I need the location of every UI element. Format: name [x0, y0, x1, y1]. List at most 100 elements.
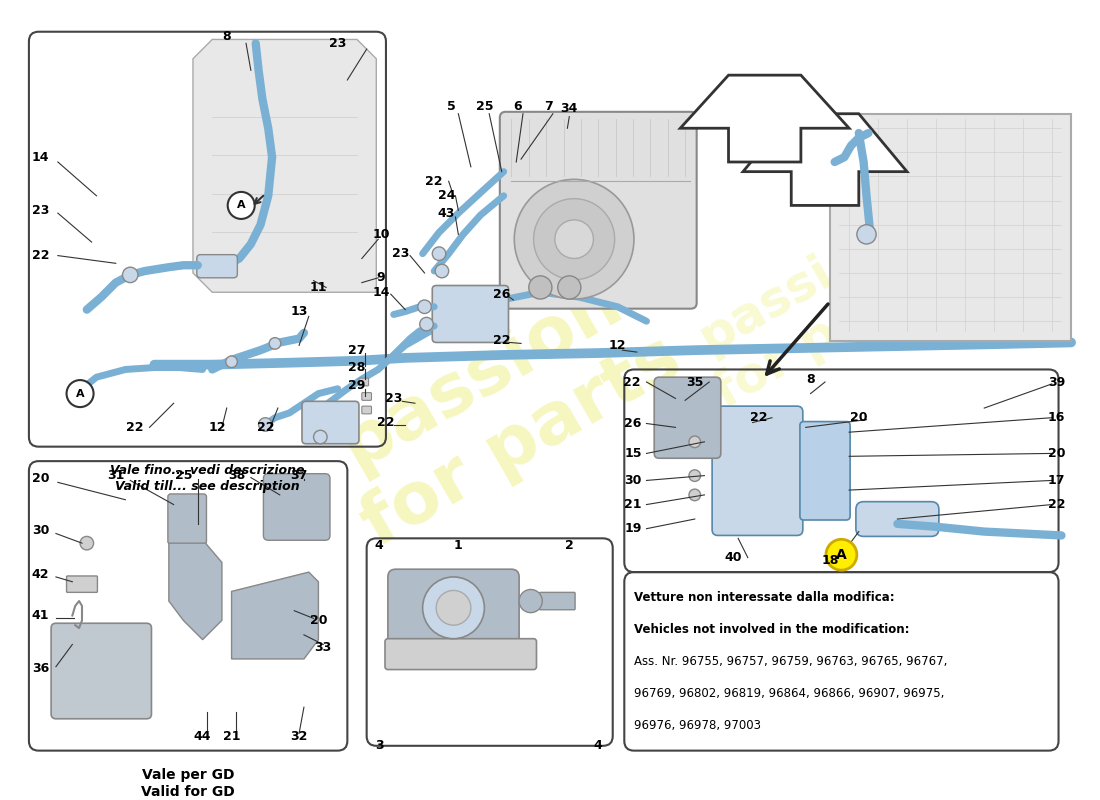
Circle shape [558, 276, 581, 299]
FancyBboxPatch shape [197, 254, 238, 278]
Text: 27: 27 [349, 344, 366, 357]
Polygon shape [829, 114, 1071, 341]
Text: 22: 22 [377, 416, 395, 429]
Text: 20: 20 [850, 411, 868, 424]
Text: 36: 36 [32, 662, 50, 675]
Text: 11: 11 [310, 281, 327, 294]
Text: 22: 22 [624, 375, 641, 389]
Polygon shape [168, 543, 222, 640]
FancyBboxPatch shape [302, 402, 359, 444]
Text: Vale per GD: Vale per GD [142, 768, 234, 782]
FancyBboxPatch shape [362, 406, 372, 414]
Text: 40: 40 [725, 551, 742, 564]
Text: 38: 38 [228, 469, 245, 482]
Text: 34: 34 [561, 102, 578, 115]
Text: 23: 23 [385, 392, 403, 405]
Circle shape [689, 489, 701, 501]
Text: 14: 14 [32, 150, 50, 164]
Text: A: A [836, 548, 847, 562]
Text: 30: 30 [625, 474, 641, 487]
Text: 37: 37 [290, 469, 308, 482]
Circle shape [857, 225, 877, 244]
FancyBboxPatch shape [800, 422, 850, 520]
Text: 44: 44 [194, 730, 211, 742]
Circle shape [432, 247, 446, 261]
Text: Vale fino... vedi descrizione: Vale fino... vedi descrizione [110, 464, 305, 477]
Text: 8: 8 [222, 30, 231, 43]
Polygon shape [232, 572, 318, 659]
Circle shape [418, 300, 431, 314]
Text: 6: 6 [513, 101, 521, 114]
Text: 35: 35 [686, 375, 703, 389]
Text: 25: 25 [175, 469, 192, 482]
FancyBboxPatch shape [67, 576, 98, 592]
Text: 22: 22 [1048, 498, 1066, 511]
FancyBboxPatch shape [359, 378, 369, 386]
Text: Valid till... see description: Valid till... see description [116, 481, 299, 494]
Text: 1: 1 [454, 538, 463, 551]
Circle shape [78, 382, 91, 395]
FancyBboxPatch shape [432, 286, 508, 342]
Circle shape [422, 577, 484, 638]
Text: 22: 22 [256, 421, 274, 434]
Text: 20: 20 [32, 472, 50, 485]
Text: 5: 5 [448, 101, 455, 114]
Circle shape [228, 192, 255, 219]
Circle shape [529, 276, 552, 299]
Circle shape [420, 318, 433, 331]
FancyBboxPatch shape [654, 377, 720, 458]
Text: 12: 12 [608, 339, 626, 352]
Text: 23: 23 [32, 204, 50, 217]
Circle shape [519, 590, 542, 613]
Text: 20: 20 [1048, 447, 1066, 460]
FancyBboxPatch shape [856, 502, 939, 537]
Text: 22: 22 [426, 174, 443, 188]
Text: 23: 23 [329, 37, 346, 50]
Text: 24: 24 [438, 190, 455, 202]
Circle shape [314, 430, 327, 444]
Text: passion
for parts: passion for parts [310, 254, 693, 562]
Circle shape [226, 356, 238, 367]
Text: 15: 15 [624, 447, 641, 460]
Text: 22: 22 [493, 334, 510, 347]
Text: 21: 21 [223, 730, 240, 742]
Text: Vehicles not involved in the modification:: Vehicles not involved in the modificatio… [634, 623, 910, 636]
FancyBboxPatch shape [499, 112, 696, 309]
Circle shape [554, 220, 593, 258]
Polygon shape [192, 39, 376, 292]
Circle shape [689, 470, 701, 482]
Text: 2: 2 [565, 538, 574, 551]
FancyBboxPatch shape [51, 623, 152, 718]
Text: 12: 12 [208, 421, 226, 434]
Circle shape [67, 380, 94, 407]
FancyBboxPatch shape [385, 638, 537, 670]
FancyBboxPatch shape [388, 570, 519, 647]
Text: Valid for GD: Valid for GD [141, 786, 235, 799]
Text: 8: 8 [806, 373, 815, 386]
Text: 31: 31 [107, 469, 124, 482]
Polygon shape [742, 114, 907, 206]
Text: 22: 22 [126, 421, 144, 434]
Text: 33: 33 [315, 641, 332, 654]
Text: 32: 32 [290, 730, 308, 742]
Text: 10: 10 [373, 228, 389, 241]
Text: 39: 39 [1048, 375, 1065, 389]
Text: 17: 17 [1048, 474, 1066, 487]
Text: 4: 4 [375, 538, 384, 551]
FancyBboxPatch shape [263, 474, 330, 540]
Text: 41: 41 [32, 609, 50, 622]
Circle shape [258, 418, 272, 431]
Text: 96769, 96802, 96819, 96864, 96866, 96907, 96975,: 96769, 96802, 96819, 96864, 96866, 96907… [634, 687, 944, 700]
Text: A: A [236, 201, 245, 210]
FancyBboxPatch shape [168, 494, 207, 544]
FancyBboxPatch shape [362, 393, 372, 400]
Circle shape [270, 338, 280, 350]
Text: Vetture non interessate dalla modifica:: Vetture non interessate dalla modifica: [634, 591, 894, 605]
Text: 29: 29 [349, 379, 365, 392]
FancyBboxPatch shape [539, 592, 575, 610]
Text: 26: 26 [493, 288, 510, 301]
Text: 3: 3 [375, 739, 384, 752]
Text: Ass. Nr. 96755, 96757, 96759, 96763, 96765, 96767,: Ass. Nr. 96755, 96757, 96759, 96763, 967… [634, 655, 947, 668]
Text: 20: 20 [310, 614, 327, 627]
Circle shape [534, 198, 615, 280]
